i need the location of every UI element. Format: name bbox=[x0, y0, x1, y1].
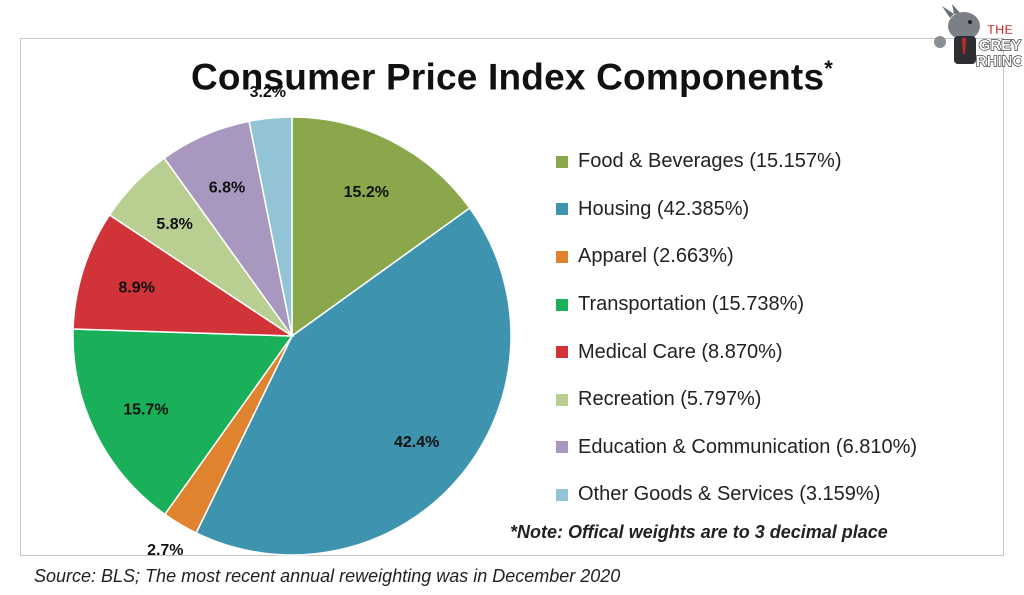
legend-swatch bbox=[556, 250, 568, 263]
chart-title-asterisk: * bbox=[824, 56, 834, 81]
pie-slice bbox=[248, 116, 293, 337]
rhino-icon bbox=[934, 4, 980, 64]
legend-label: Housing (42.385%) bbox=[578, 197, 750, 220]
slice-data-label: 15.2% bbox=[344, 184, 389, 201]
slice-data-label: 5.8% bbox=[156, 216, 192, 233]
slice-data-label: 15.7% bbox=[123, 401, 168, 418]
chart-title-text: Consumer Price Index Components bbox=[190, 56, 825, 98]
legend-label: Food & Beverages (15.157%) bbox=[578, 150, 842, 173]
legend-swatch bbox=[556, 488, 568, 501]
logo-line-3: RHINO bbox=[976, 53, 1022, 70]
legend-label: Education & Communication (6.810%) bbox=[578, 435, 918, 458]
legend-item: Recreation (5.797%) bbox=[556, 376, 917, 424]
legend-item: Apparel (2.663%) bbox=[556, 233, 917, 281]
slice-data-label: 42.4% bbox=[394, 434, 439, 451]
pie-slice bbox=[291, 116, 471, 338]
chart-legend: Food & Beverages (15.157%) Housing (42.38… bbox=[556, 138, 917, 519]
legend-item: Housing (42.385%) bbox=[556, 186, 917, 234]
legend-swatch bbox=[556, 441, 568, 454]
chart-title: Consumer Price Index Components* bbox=[0, 56, 1024, 98]
slice-data-label: 8.9% bbox=[118, 280, 154, 297]
slice-data-label: 2.7% bbox=[147, 542, 183, 559]
logo-line-1: THE bbox=[987, 22, 1013, 37]
legend-label: Other Goods & Services (3.159%) bbox=[578, 483, 881, 506]
source-caption: Source: BLS; The most recent annual rewe… bbox=[34, 566, 621, 586]
pie-slice bbox=[195, 207, 512, 556]
logo-line-2: GREY bbox=[979, 37, 1022, 54]
legend-item: Education & Communication (6.810%) bbox=[556, 424, 917, 472]
grey-rhino-logo: THE GREY RHINO bbox=[934, 4, 1022, 71]
legend-item: Other Goods & Services (3.159%) bbox=[556, 471, 917, 519]
legend-item: Transportation (15.738%) bbox=[556, 281, 917, 329]
weights-note: *Note: Offical weights are to 3 decimal … bbox=[510, 522, 888, 542]
legend-swatch bbox=[556, 298, 568, 311]
legend-item: Food & Beverages (15.157%) bbox=[556, 138, 917, 186]
legend-item: Medical Care (8.870%) bbox=[556, 328, 917, 376]
legend-swatch bbox=[556, 155, 568, 168]
legend-label: Recreation (5.797%) bbox=[578, 388, 762, 411]
legend-label: Medical Care (8.870%) bbox=[578, 340, 783, 363]
pie-slice bbox=[72, 213, 295, 337]
legend-label: Transportation (15.738%) bbox=[578, 293, 805, 316]
legend-label: Apparel (2.663%) bbox=[578, 245, 734, 268]
legend-swatch bbox=[556, 346, 568, 359]
legend-swatch bbox=[556, 393, 568, 406]
slice-data-label: 3.2% bbox=[250, 84, 286, 101]
slice-data-label: 6.8% bbox=[209, 180, 245, 197]
pie-slice bbox=[72, 328, 294, 516]
legend-swatch bbox=[556, 203, 568, 216]
logo-text: THE GREY RHINO bbox=[975, 22, 1022, 71]
